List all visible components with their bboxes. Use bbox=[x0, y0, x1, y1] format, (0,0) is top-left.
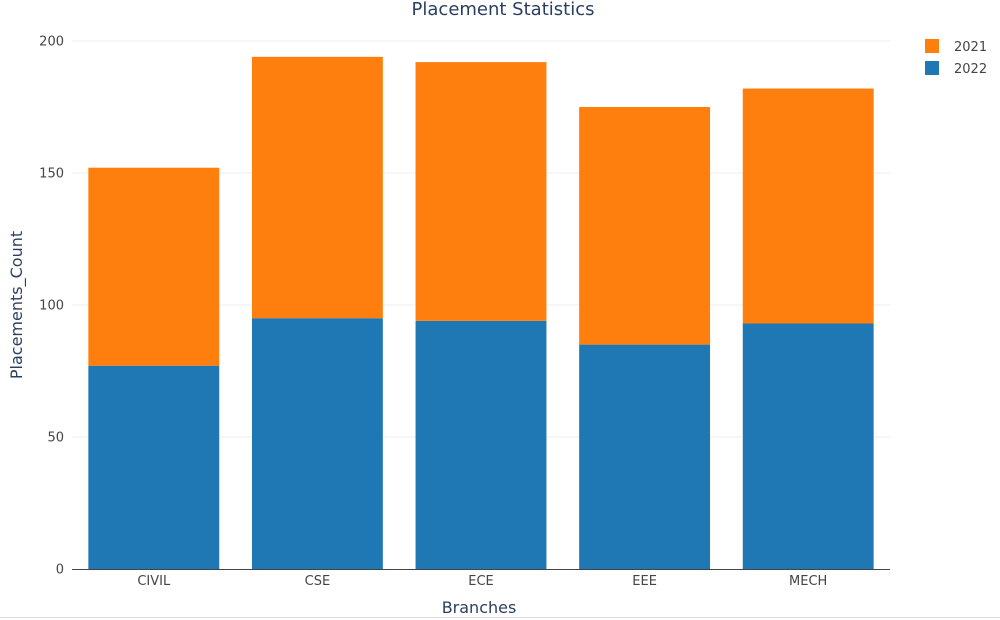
bar-cse-2022[interactable] bbox=[251, 318, 383, 569]
bar-eee-2022[interactable] bbox=[579, 344, 711, 569]
x-tick-label: CIVIL bbox=[137, 574, 171, 589]
x-tick-label: MECH bbox=[789, 574, 827, 589]
chart-title: Placement Statistics bbox=[412, 0, 595, 20]
bar-ece-2022[interactable] bbox=[415, 320, 547, 569]
y-tick-label: 50 bbox=[47, 431, 64, 446]
x-tick-label: ECE bbox=[468, 574, 494, 589]
bar-ece-2021[interactable] bbox=[415, 62, 547, 321]
bar-mech-2021[interactable] bbox=[742, 88, 874, 324]
x-axis-title: Branches bbox=[442, 598, 517, 617]
legend: 2021 2022 bbox=[925, 39, 987, 77]
x-tick-labels: CIVIL CSE ECE EEE MECH bbox=[137, 574, 827, 589]
bar-civil-2021[interactable] bbox=[88, 167, 220, 366]
bar-civil-2022[interactable] bbox=[88, 365, 220, 569]
legend-label-2022[interactable]: 2022 bbox=[954, 62, 987, 77]
legend-swatch-2022[interactable] bbox=[925, 61, 939, 75]
bar-cse-2021[interactable] bbox=[251, 56, 383, 319]
bar-eee-2021[interactable] bbox=[579, 107, 711, 345]
bar-mech-2022[interactable] bbox=[742, 323, 874, 569]
y-tick-label: 150 bbox=[39, 167, 64, 182]
legend-swatch-2021[interactable] bbox=[925, 39, 939, 53]
y-tick-label: 0 bbox=[56, 563, 64, 578]
x-tick-label: EEE bbox=[632, 574, 657, 589]
x-tick-label: CSE bbox=[305, 574, 331, 589]
y-axis-title: Placements_Count bbox=[7, 231, 27, 379]
y-tick-labels: 0 50 100 150 200 bbox=[39, 35, 64, 578]
y-tick-label: 200 bbox=[39, 35, 64, 50]
y-tick-label: 100 bbox=[39, 299, 64, 314]
legend-label-2021[interactable]: 2021 bbox=[954, 40, 987, 55]
bars-group bbox=[88, 56, 874, 569]
